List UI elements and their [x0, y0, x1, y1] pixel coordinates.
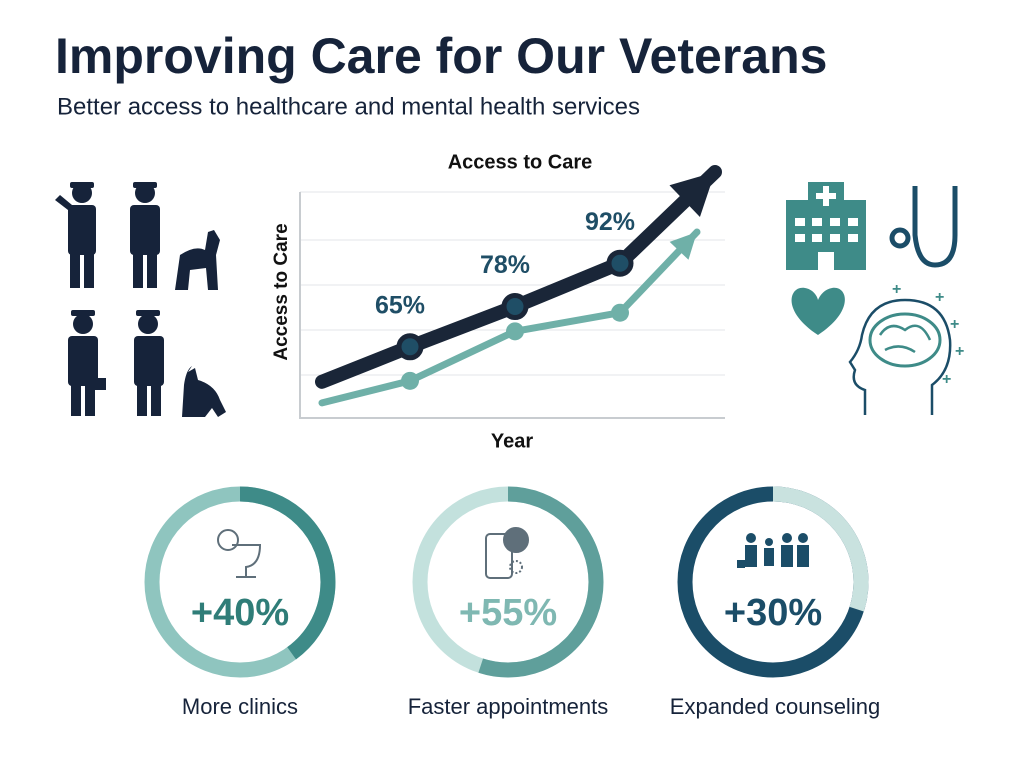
- stat-icon: [485, 527, 529, 579]
- chart-title: Access to Care: [448, 151, 593, 173]
- stat-caption: More clinics: [182, 694, 298, 719]
- arrow-head: [669, 232, 697, 260]
- data-point: [606, 249, 634, 277]
- stat-icon: [737, 533, 809, 568]
- y-axis-label: Access to Care: [271, 223, 292, 360]
- svg-text:+: +: [942, 371, 951, 388]
- ring-arc: [144, 486, 336, 678]
- data-point: [396, 333, 424, 361]
- data-point: [401, 371, 419, 390]
- svg-text:+: +: [950, 316, 959, 333]
- data-label: 92%: [585, 208, 635, 236]
- stat-value: +30%: [724, 592, 822, 634]
- veteran-icons: [55, 182, 226, 417]
- arrow-head: [669, 172, 715, 217]
- health-icons: + ++++: [786, 182, 964, 415]
- data-point: [501, 293, 529, 321]
- ring-arc: [412, 486, 604, 678]
- data-label: 65%: [375, 291, 425, 319]
- stat-caption: Faster appointments: [408, 694, 609, 719]
- stat-value: +55%: [459, 592, 557, 634]
- stat-value: +40%: [191, 592, 289, 634]
- ring-arc: [677, 486, 869, 678]
- stat-caption: Expanded counseling: [670, 694, 880, 719]
- svg-text:+: +: [892, 281, 901, 298]
- data-label: 78%: [480, 251, 530, 279]
- subtitle: Better access to healthcare and mental h…: [57, 93, 640, 120]
- svg-text:+: +: [935, 289, 944, 306]
- axes: [299, 192, 725, 419]
- svg-text:+: +: [955, 343, 964, 360]
- data-point: [611, 303, 629, 322]
- x-axis-label: Year: [491, 430, 533, 452]
- title: Improving Care for Our Veterans: [55, 28, 827, 84]
- data-point: [506, 322, 524, 341]
- stat-icon: [217, 529, 262, 578]
